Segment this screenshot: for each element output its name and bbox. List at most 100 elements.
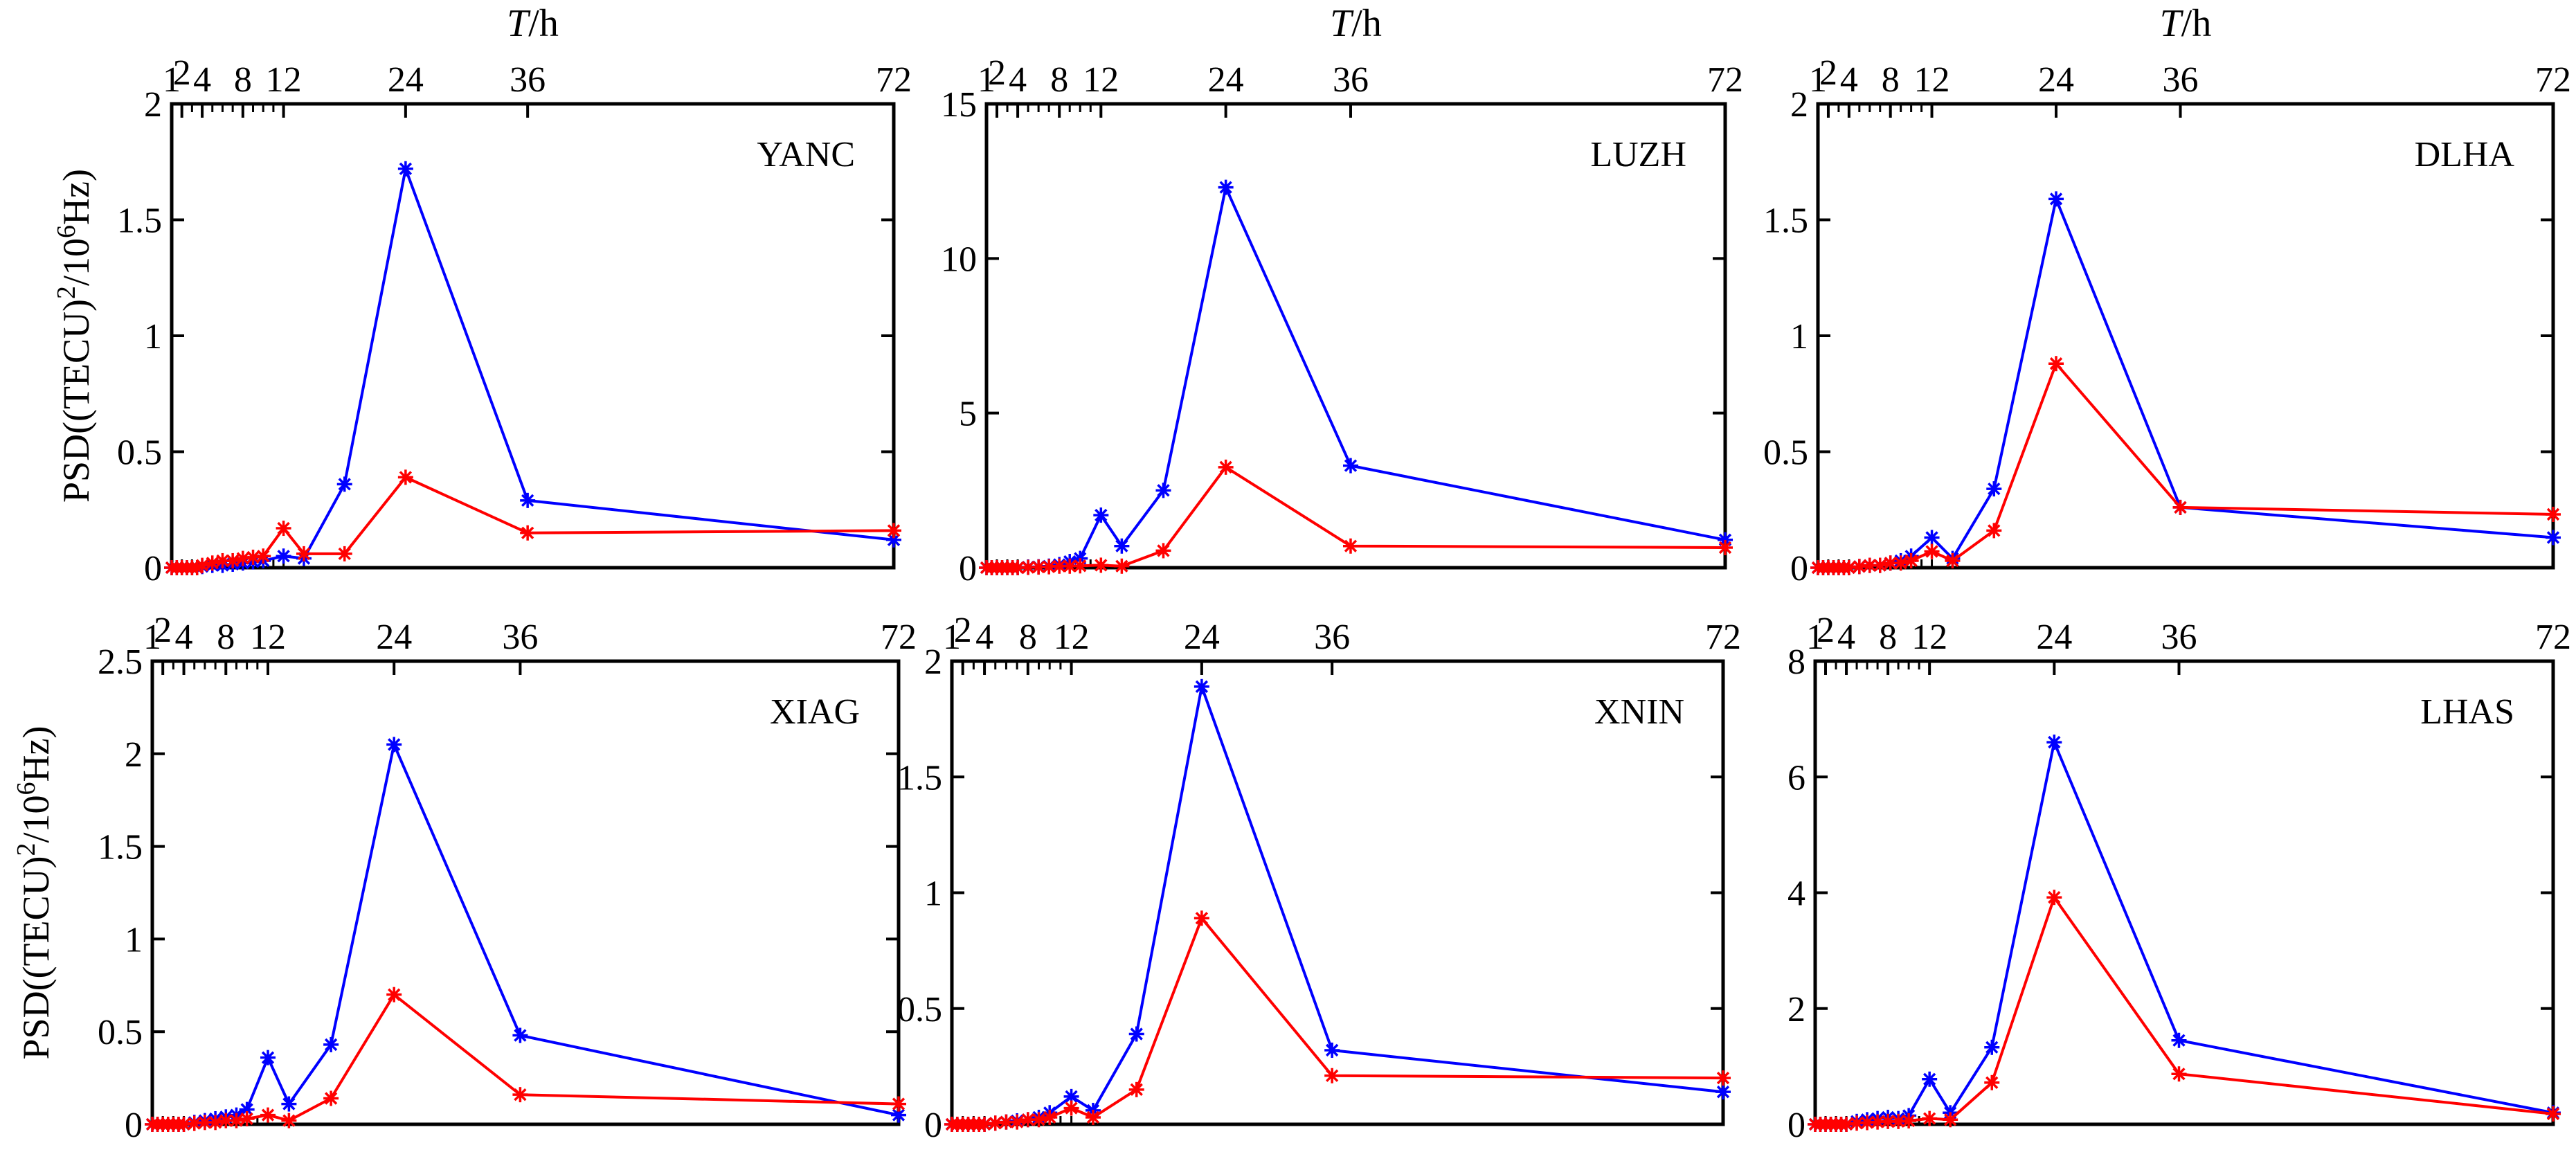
data-point [323, 1036, 339, 1052]
data-point [1062, 558, 1078, 574]
data-point [239, 1110, 255, 1126]
top-tick-label: 72 [1707, 60, 1743, 100]
y-tick-label: 1.5 [117, 201, 162, 241]
top-tick-label: 12 [1914, 60, 1950, 100]
top-tick-label: 1 [163, 60, 181, 100]
data-point [1984, 1074, 2000, 1090]
data-point [1194, 678, 1209, 694]
data-point [520, 525, 536, 541]
panel-xiag: 00.511.522.512 4 8 12 24 36 72XIAGPSD((TECU)2/… [12, 611, 917, 1145]
data-point [1901, 1113, 1917, 1128]
y-tick-label: 0 [125, 1106, 143, 1145]
data-point [225, 552, 241, 568]
data-point [1155, 543, 1171, 559]
data-point [260, 1050, 276, 1065]
data-point [1218, 179, 1234, 195]
top-tick-label: 1 [978, 60, 996, 100]
top-tick-label: 24 [376, 618, 412, 657]
top-tick-label: 4 [1009, 60, 1027, 100]
top-tick-label: 12 [250, 618, 286, 657]
top-tick-label: 36 [2161, 618, 2197, 657]
data-point [2172, 499, 2188, 515]
data-point [1924, 530, 1940, 546]
data-point [336, 546, 352, 561]
data-point [2171, 1032, 2187, 1048]
data-point [2546, 506, 2561, 522]
top-tick-label: 8 [1050, 60, 1068, 100]
top-tick-label: 24 [1208, 60, 1244, 100]
data-point [1872, 557, 1888, 573]
data-point [1324, 1042, 1340, 1058]
data-point [239, 1101, 255, 1117]
data-point [1862, 557, 1877, 573]
data-point [281, 1113, 297, 1128]
data-point [1922, 1110, 1938, 1126]
data-point [195, 557, 210, 573]
data-point [1880, 1113, 1896, 1129]
data-point [397, 469, 413, 485]
data-point [1945, 552, 1961, 568]
data-point [1042, 1109, 1058, 1125]
data-point [1072, 558, 1088, 574]
top-tick-label: 1 [1809, 60, 1827, 100]
top-tick-label: 12 [1911, 618, 1947, 657]
data-point [255, 548, 271, 564]
y-tick-label: 0.5 [897, 990, 942, 1029]
top-tick-label: 12 [1054, 618, 1090, 657]
data-point [2171, 1066, 2187, 1082]
data-point [2046, 735, 2062, 750]
series-line-0 [152, 739, 899, 1126]
y-tick-label: 1 [125, 920, 143, 960]
y-tick-label: 2 [1790, 85, 1808, 125]
top-tick-label: 2 [988, 53, 1006, 93]
top-tick-label: 12 [1083, 60, 1119, 100]
data-point [1063, 1088, 1079, 1104]
data-point [1851, 559, 1867, 575]
data-point [1114, 538, 1130, 554]
top-tick-label: 24 [2038, 60, 2074, 100]
data-point [2546, 1106, 2561, 1122]
data-point [186, 1115, 202, 1131]
data-point [1986, 481, 2002, 497]
y-tick-label: 0 [1787, 1106, 1805, 1145]
data-point [1984, 1039, 2000, 1055]
y-tick-label: 5 [959, 395, 977, 434]
data-point [1943, 1112, 1958, 1128]
data-point [260, 1107, 276, 1123]
data-point [886, 523, 901, 539]
data-point [1194, 910, 1209, 926]
data-point [197, 1115, 213, 1131]
station-title: XIAG [770, 692, 860, 732]
data-point [1020, 1112, 1036, 1128]
y-tick-label: 0.5 [98, 1013, 143, 1052]
top-axis-label: T/h [1330, 2, 1382, 45]
top-tick-label: 36 [510, 60, 546, 100]
data-point [1718, 539, 1733, 555]
y-tick-label: 1 [924, 874, 942, 914]
top-axis-label: T/h [2160, 2, 2212, 45]
data-point [1342, 538, 1358, 554]
y-tick-label: 0 [924, 1106, 942, 1145]
data-point [1114, 558, 1130, 574]
series-line-1 [152, 992, 899, 1126]
top-tick-label: 8 [1882, 60, 1900, 100]
top-tick-label: 24 [1184, 618, 1220, 657]
y-tick-label: 0.5 [117, 433, 162, 473]
top-tick-label: 1 [1806, 618, 1824, 657]
data-point [520, 492, 536, 508]
data-point [891, 1096, 906, 1112]
y-tick-label: 1 [144, 317, 162, 357]
y-tick-label: 4 [1787, 874, 1805, 914]
plot-frame [150, 659, 901, 1126]
data-point [1218, 459, 1234, 475]
top-tick-label: 2 [1819, 53, 1837, 93]
data-point [281, 1096, 297, 1112]
data-point [1085, 1109, 1101, 1125]
y-tick-label: 1.5 [897, 758, 942, 798]
data-point [386, 737, 402, 753]
y-tick-label: 6 [1787, 758, 1805, 798]
data-point [1128, 1081, 1144, 1097]
